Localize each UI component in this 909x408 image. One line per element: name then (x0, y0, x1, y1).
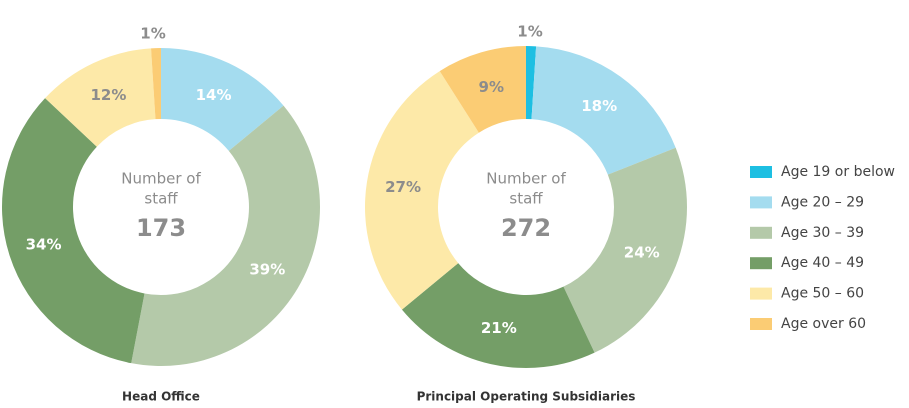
donut-slice (364, 71, 479, 310)
center-total: 173 (136, 214, 186, 242)
center-label: staff (509, 190, 543, 208)
legend-swatch (750, 166, 772, 178)
value-label: 27% (385, 178, 421, 196)
donut-slice (151, 48, 161, 120)
center-label: Number of (486, 170, 566, 188)
donut-slice (161, 48, 284, 151)
legend-label: Age 40 – 49 (781, 255, 864, 271)
legend-label: Age over 60 (781, 316, 866, 332)
donut-slice (526, 46, 537, 120)
donut-slice (45, 48, 156, 147)
legend-label: Age 50 – 60 (781, 286, 864, 302)
value-label: 24% (624, 243, 660, 261)
center-label: staff (144, 190, 178, 208)
legend-label: Age 30 – 39 (781, 225, 864, 241)
legend-swatch (750, 257, 772, 270)
value-label: 9% (479, 78, 504, 96)
chart-title: Principal Operating Subsidiaries (417, 390, 636, 404)
center-label: Number of (121, 170, 201, 188)
value-label: 21% (481, 319, 517, 337)
donut-slice (401, 263, 595, 368)
center-total: 272 (501, 214, 551, 242)
legend-label: Age 19 or below (781, 164, 895, 180)
legend-swatch (750, 287, 772, 300)
value-label: 1% (517, 23, 542, 41)
value-label: 12% (90, 86, 126, 104)
legend-label: Age 20 – 29 (781, 194, 864, 210)
donut-slice (439, 46, 526, 133)
value-label: 14% (196, 86, 232, 104)
legend-swatch (750, 196, 772, 209)
value-label: 18% (581, 97, 617, 115)
donut-slice (563, 147, 687, 353)
donut-slice (531, 46, 676, 175)
value-label: 39% (249, 260, 285, 278)
donut-slice (131, 105, 320, 366)
legend-swatch (750, 318, 772, 330)
donut-slice (1, 98, 145, 364)
chart-title: Head Office (122, 390, 200, 404)
legend-swatch (750, 226, 772, 239)
value-label: 1% (140, 25, 165, 43)
value-label: 34% (26, 236, 62, 254)
